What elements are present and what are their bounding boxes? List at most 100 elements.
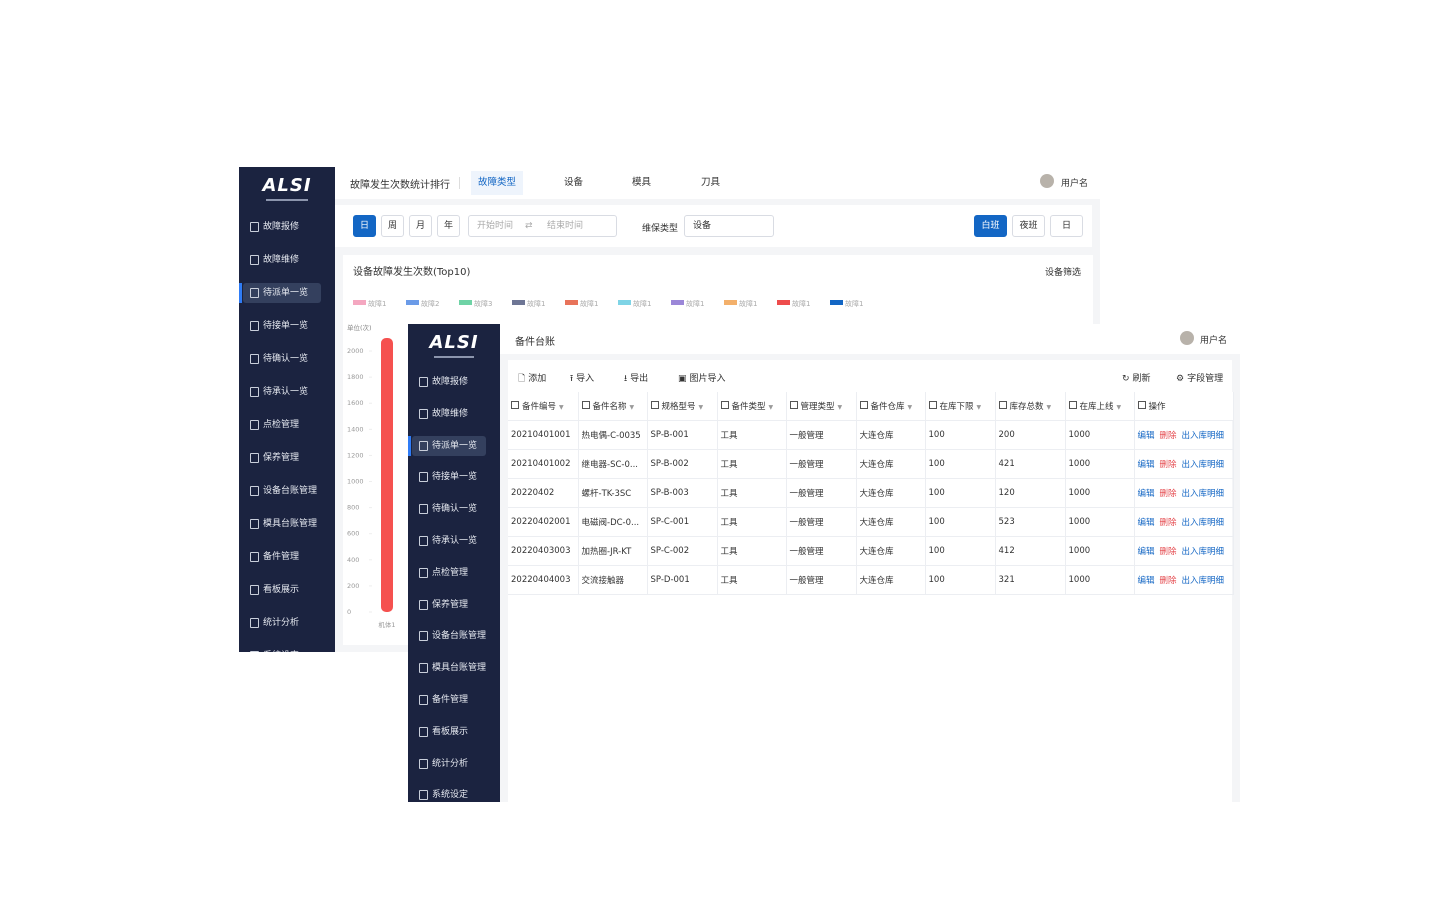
- menu-item[interactable]: 备件管理: [243, 547, 321, 567]
- date-range[interactable]: 开始时间 ⇄ 结束时间: [468, 215, 617, 237]
- menu-item[interactable]: 故障报修: [243, 217, 321, 237]
- tab[interactable]: 刀具: [701, 177, 721, 188]
- menu-item[interactable]: 保养管理: [412, 595, 486, 615]
- shift-button[interactable]: 白班: [974, 215, 1007, 237]
- row-action[interactable]: 删除: [1159, 431, 1177, 441]
- menu-item[interactable]: 故障报修: [412, 372, 486, 392]
- menu-item[interactable]: 统计分析: [412, 754, 486, 774]
- menu-item[interactable]: 故障维修: [412, 404, 486, 424]
- row-action[interactable]: 编辑: [1137, 431, 1155, 441]
- row-action[interactable]: 编辑: [1137, 518, 1155, 528]
- sort-arrow: ▼: [1046, 404, 1052, 411]
- menu-item[interactable]: 系统设定: [243, 646, 321, 652]
- tab[interactable]: 故障类型: [471, 171, 524, 195]
- row-action[interactable]: 删除: [1159, 547, 1177, 557]
- period-button[interactable]: 周: [381, 215, 404, 237]
- column-header[interactable]: 备件仓库 ▼: [856, 392, 926, 421]
- menu-item[interactable]: 待承认一览: [243, 382, 321, 402]
- row-action[interactable]: 出入库明细: [1181, 576, 1225, 586]
- table-cell: 20220402001: [508, 507, 579, 537]
- toolbar-button[interactable]: ⭳ 导出: [624, 371, 648, 387]
- tab[interactable]: 设备: [564, 177, 584, 188]
- menu-item[interactable]: 模具台账管理: [243, 514, 321, 534]
- period-button[interactable]: 月: [409, 215, 432, 237]
- row-action[interactable]: 出入库明细: [1181, 518, 1225, 528]
- column-header[interactable]: 规格型号 ▼: [647, 392, 718, 421]
- menu-item[interactable]: 待承认一览: [412, 531, 486, 551]
- table-row: 20220403003 加热圈-JR-KT SP-C-002 工具 一般管理 大连仓库 10…: [508, 536, 1234, 566]
- table-cell: SP-C-002: [647, 536, 718, 566]
- row-action[interactable]: 删除: [1159, 518, 1177, 528]
- row-action[interactable]: 删除: [1159, 460, 1177, 470]
- menu-item[interactable]: 系统设定: [412, 785, 486, 802]
- row-action[interactable]: 出入库明细: [1181, 489, 1225, 499]
- x-tick-label: 机体1: [378, 620, 395, 629]
- table-cell: 120: [995, 478, 1066, 508]
- menu-item[interactable]: 待派单一览: [408, 435, 486, 456]
- toolbar-button[interactable]: ↻ 刷新: [1122, 371, 1151, 384]
- period-button[interactable]: 日: [353, 215, 376, 237]
- menu-item[interactable]: 点检管理: [412, 563, 486, 583]
- toolbar-button[interactable]: ⭱ 导入: [570, 371, 594, 387]
- shift-button[interactable]: 夜班: [1012, 215, 1045, 237]
- toolbar-button[interactable]: 🗋 添加: [518, 371, 546, 387]
- menu-item[interactable]: 设备台账管理: [412, 626, 486, 646]
- legend-label: 故障1: [368, 299, 386, 308]
- menu-item[interactable]: 保养管理: [243, 448, 321, 468]
- column-header[interactable]: 库存总数 ▼: [995, 392, 1066, 421]
- page-title: 故障发生次数统计排行: [350, 180, 450, 191]
- row-action[interactable]: 编辑: [1137, 547, 1155, 557]
- table-cell: 加热圈-JR-KT: [578, 536, 648, 566]
- toolbar-button[interactable]: ⚙ 字段管理: [1176, 371, 1223, 384]
- tab[interactable]: 模具: [632, 177, 652, 188]
- column-title: 操作: [1148, 402, 1166, 412]
- shift-button[interactable]: 日: [1050, 215, 1083, 237]
- menu-item[interactable]: 统计分析: [243, 613, 321, 633]
- table-row: 20220402 螺杆-TK-3SC SP-B-003 工具 一般管理 大连仓库 100 12…: [508, 478, 1234, 508]
- column-header[interactable]: 备件编号 ▼: [508, 392, 579, 421]
- sidebar: ALSI 故障报修 故障维修 待派单一览 待接单一览 待确认一览 待承认一览 点检管理 保养管理…: [239, 167, 335, 652]
- column-header[interactable]: 在库上线 ▼: [1065, 392, 1135, 421]
- row-action[interactable]: 出入库明细: [1181, 547, 1225, 557]
- column-header[interactable]: 备件类型 ▼: [717, 392, 787, 421]
- y-tick-label: 1200: [347, 451, 364, 459]
- menu-item[interactable]: 待确认一览: [412, 499, 486, 519]
- menu-item[interactable]: 设备台账管理: [243, 481, 321, 501]
- action-cell: 编辑 删除 出入库明细: [1134, 449, 1234, 479]
- menu-item[interactable]: 故障维修: [243, 250, 321, 270]
- toolbar-button[interactable]: ▣ 图片导入: [678, 371, 726, 384]
- column-title: 备件名称: [592, 402, 627, 412]
- menu-item[interactable]: 待确认一览: [243, 349, 321, 369]
- menu-item[interactable]: 看板展示: [412, 722, 486, 742]
- table-cell: 20220402: [508, 478, 579, 508]
- column-header[interactable]: 备件名称 ▼: [578, 392, 648, 421]
- row-action[interactable]: 出入库明细: [1181, 460, 1225, 470]
- menu-item[interactable]: 待接单一览: [412, 467, 486, 487]
- row-action[interactable]: 删除: [1159, 489, 1177, 499]
- table-cell: 电磁阀-DC-0...: [578, 507, 648, 537]
- column-header[interactable]: 管理类型 ▼: [786, 392, 857, 421]
- legend-swatch: [724, 300, 737, 305]
- table-cell: 20220404003: [508, 565, 579, 595]
- row-action[interactable]: 出入库明细: [1181, 431, 1225, 441]
- table-cell: 421: [995, 449, 1066, 479]
- type-select[interactable]: 设备: [684, 215, 774, 237]
- row-action[interactable]: 编辑: [1137, 576, 1155, 586]
- column-title: 规格型号: [661, 402, 696, 412]
- table-cell: 螺杆-TK-3SC: [578, 478, 648, 508]
- period-button[interactable]: 年: [437, 215, 460, 237]
- column-header[interactable]: 在库下限 ▼: [925, 392, 996, 421]
- row-action[interactable]: 删除: [1159, 576, 1177, 586]
- menu-item[interactable]: 待接单一览: [243, 316, 321, 336]
- legend-swatch: [777, 300, 790, 305]
- menu-item[interactable]: 待派单一览: [239, 283, 321, 303]
- legend-swatch: [512, 300, 525, 305]
- menu-item[interactable]: 点检管理: [243, 415, 321, 435]
- menu-item[interactable]: 备件管理: [412, 690, 486, 710]
- row-action[interactable]: 编辑: [1137, 489, 1155, 499]
- row-action[interactable]: 编辑: [1137, 460, 1155, 470]
- column-title: 库存总数: [1009, 402, 1044, 412]
- menu-item[interactable]: 看板展示: [243, 580, 321, 600]
- column-icon: [1137, 401, 1146, 409]
- menu-item[interactable]: 模具台账管理: [412, 658, 486, 678]
